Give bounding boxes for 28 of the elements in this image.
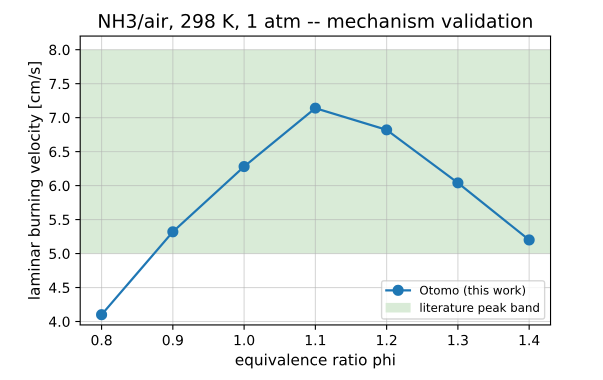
point — [167, 226, 178, 238]
point — [238, 161, 250, 172]
point — [524, 234, 535, 246]
y-tick-label: 6.0 — [49, 180, 70, 192]
legend-label: literature peak band — [420, 302, 539, 314]
point — [96, 309, 108, 320]
x-tick-label: 1.2 — [377, 334, 396, 346]
y-tick-label: 7.5 — [50, 78, 70, 90]
x-tick-label: 0.9 — [162, 334, 183, 346]
x-tick-label: 1.4 — [520, 335, 540, 346]
y-tick-label: 6.5 — [49, 146, 70, 158]
x-tick-label: 0.8 — [91, 334, 112, 346]
y-tick-label: 4.5 — [49, 282, 70, 293]
y-tick-label: 7.0 — [50, 112, 70, 124]
y-tick-label: 5.0 — [49, 248, 70, 260]
x-tick-label: 1.3 — [448, 334, 468, 346]
point — [452, 177, 464, 188]
x-tick-label: 1.0 — [234, 334, 254, 346]
x-axis-title: equivalence ratio phi — [236, 354, 394, 368]
x-tick-label: 1.1 — [306, 335, 326, 346]
point — [310, 102, 321, 114]
chart-title: NH3/air, 298 K, 1 atm -- mechanism validation — [99, 14, 532, 30]
y-axis-title: laminar burning velocity [cm/s] — [28, 62, 43, 299]
point — [381, 124, 392, 136]
y-tick-label: 5.5 — [49, 214, 70, 226]
legend-label: Otomo (this work) — [420, 286, 526, 296]
y-tick-label: 8.0 — [49, 44, 70, 56]
y-tick-label: 4.0 — [49, 316, 70, 327]
